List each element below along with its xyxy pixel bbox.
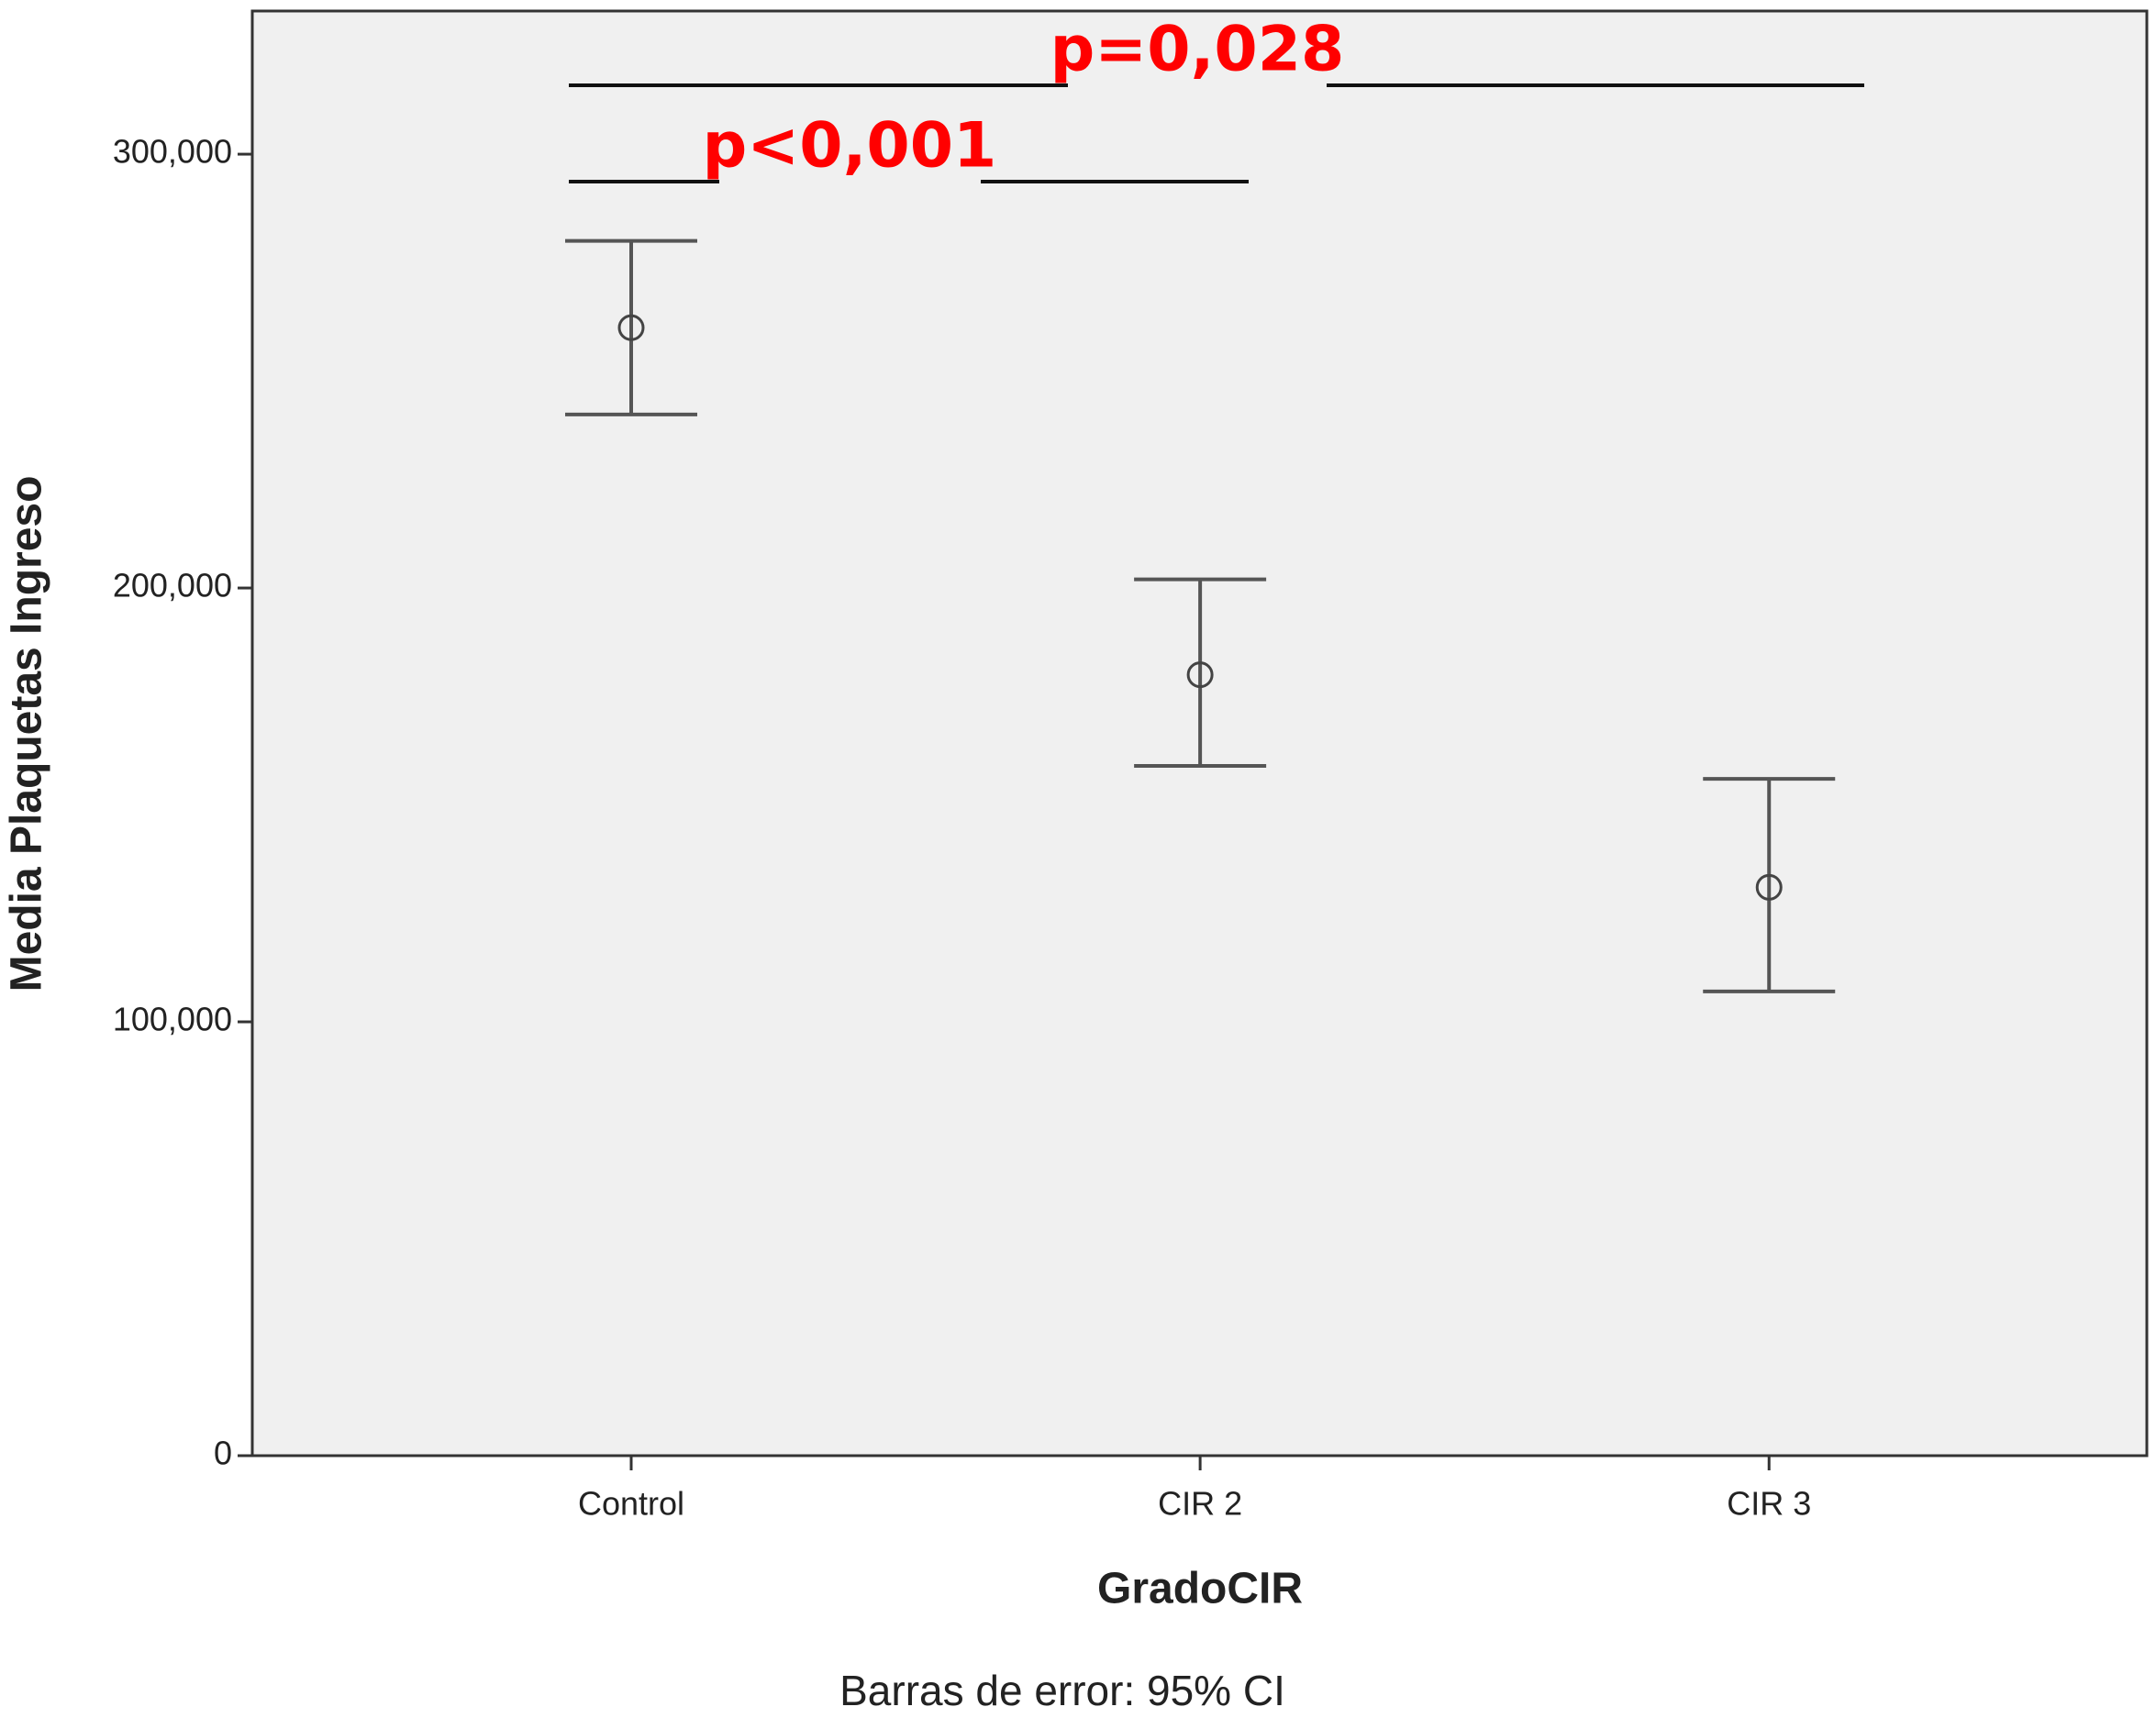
x-tick-label: Control xyxy=(578,1485,684,1523)
x-axis-title: GradoCIR xyxy=(1097,1565,1303,1613)
y-tick-label: 0 xyxy=(214,1435,232,1472)
y-axis-title: Media Plaquetas Ingreso xyxy=(3,476,51,992)
annotation: p=0,028 xyxy=(1050,14,1345,86)
x-tick-label: CIR 3 xyxy=(1727,1485,1811,1523)
mean-marker xyxy=(617,314,645,341)
mean-marker xyxy=(1186,661,1214,689)
footnote: Barras de error: 95% CI xyxy=(839,1667,1285,1714)
annotation: p<0,001 xyxy=(703,110,997,183)
mean-marker xyxy=(1755,873,1783,901)
error-bar xyxy=(1134,577,1267,768)
y-tick-label: 300,000 xyxy=(113,133,232,171)
error-bar xyxy=(565,238,697,416)
y-tick-label: 200,000 xyxy=(113,567,232,604)
x-tick-label: CIR 2 xyxy=(1158,1485,1242,1523)
error-bar xyxy=(1703,777,1836,993)
annotation-lines xyxy=(569,83,1864,183)
y-tick-label: 100,000 xyxy=(113,1001,232,1038)
